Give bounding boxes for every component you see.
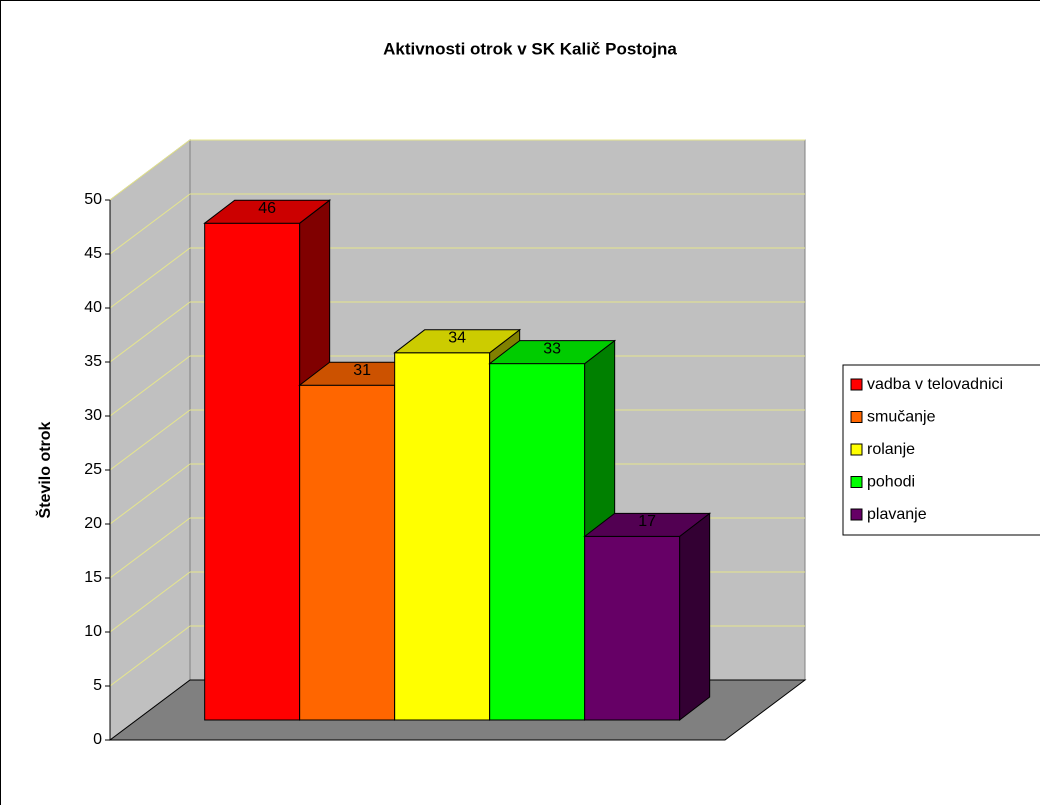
- value-label: 46: [258, 200, 276, 217]
- legend-swatch: [850, 476, 863, 488]
- bar-top: [203, 199, 332, 224]
- bar-top: [583, 512, 712, 537]
- y-tick-label: 25: [84, 461, 102, 478]
- grid-line: [109, 193, 191, 255]
- legend-label: vadba v telovadnici: [867, 376, 1003, 393]
- bar-front: [584, 535, 681, 721]
- y-axis-label: Število otrok: [35, 421, 54, 518]
- value-label: 31: [353, 362, 371, 379]
- grid-line: [109, 355, 191, 417]
- y-tick-label: 30: [84, 407, 102, 424]
- grid-line: [109, 247, 191, 309]
- grid-line: [109, 139, 191, 201]
- value-label: 17: [638, 513, 656, 530]
- bar-front: [299, 384, 396, 721]
- legend-swatch: [850, 443, 863, 456]
- y-tick-label: 5: [93, 677, 102, 694]
- grid-line: [109, 571, 191, 633]
- y-tick-label: 50: [84, 191, 102, 208]
- bar-front: [204, 222, 301, 721]
- legend-swatch: [850, 378, 863, 391]
- y-tick-label: 0: [93, 731, 102, 748]
- bar-front: [394, 352, 491, 721]
- legend-label: pohodi: [867, 474, 915, 491]
- y-tick-label: 35: [84, 353, 102, 370]
- y-tick-label: 40: [84, 299, 102, 316]
- grid-line: [109, 517, 191, 579]
- y-tick-label: 20: [84, 515, 102, 532]
- grid-line: [109, 463, 191, 525]
- y-tick-label: 10: [84, 623, 102, 640]
- legend-label: plavanje: [867, 506, 927, 523]
- bar-top: [488, 340, 617, 365]
- bar-front: [489, 363, 586, 721]
- legend-swatch: [850, 508, 863, 521]
- grid-line: [109, 625, 191, 687]
- bar-top: [393, 329, 522, 354]
- y-tick-label: 45: [84, 245, 102, 262]
- legend-label: rolanje: [867, 441, 915, 458]
- chart-title: Aktivnosti otrok v SK Kalič Postojna: [383, 39, 677, 58]
- bar-side: [679, 512, 711, 722]
- value-label: 33: [543, 340, 561, 357]
- value-label: 34: [448, 330, 466, 347]
- legend-swatch: [850, 411, 863, 423]
- y-tick-label: 15: [84, 569, 102, 586]
- grid-line: [109, 409, 191, 471]
- legend-label: smučanje: [867, 409, 936, 426]
- grid-line: [109, 301, 191, 363]
- legend-box: [842, 364, 1040, 536]
